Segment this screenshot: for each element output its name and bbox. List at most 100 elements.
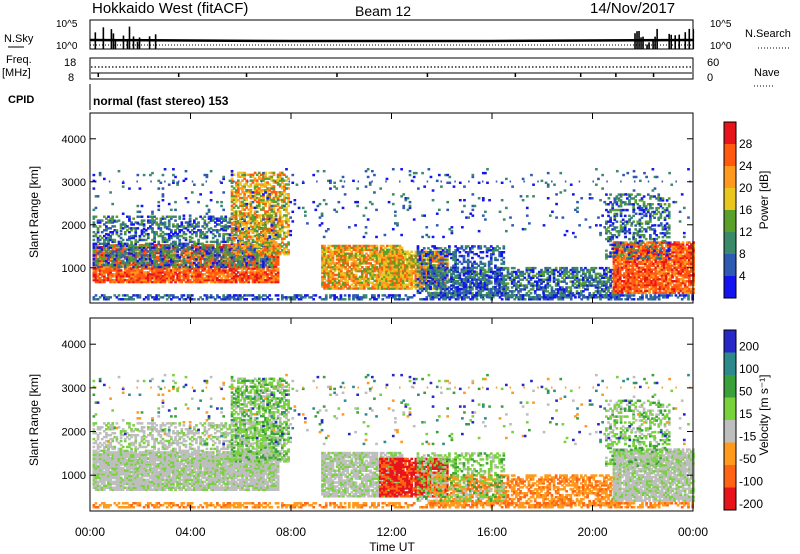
noise-bar	[646, 45, 648, 49]
power-cell	[287, 177, 290, 179]
noise-bar	[123, 36, 125, 49]
noise-bar	[678, 35, 680, 49]
power-cell	[287, 241, 290, 243]
power-cell	[376, 245, 379, 247]
power-cell	[385, 251, 388, 253]
power-cell	[268, 258, 271, 260]
power-cell	[279, 210, 282, 212]
power-cell	[120, 266, 123, 268]
beam-label: Beam 12	[355, 3, 411, 19]
noise-bar	[668, 34, 670, 49]
power-cell	[216, 239, 219, 241]
power-cell	[155, 217, 158, 219]
power-cell	[178, 239, 181, 241]
power-cell	[128, 216, 131, 218]
power-cell	[212, 262, 215, 264]
power-cell	[243, 245, 246, 247]
power-cell	[111, 245, 114, 247]
power-cell	[224, 260, 227, 262]
noise-bar	[674, 35, 676, 49]
power-cell	[233, 237, 236, 239]
nsearch-label: N.Search	[745, 28, 791, 40]
power-cell	[183, 258, 186, 260]
power-cell	[143, 219, 146, 221]
noise-bar	[654, 37, 656, 49]
noise-bar	[149, 36, 151, 49]
power-cell	[141, 216, 144, 218]
power-cell	[185, 237, 188, 239]
power-cell	[270, 264, 273, 266]
power-cell	[185, 233, 188, 235]
power-cell	[410, 251, 413, 253]
freq-mark	[98, 73, 100, 77]
nsky-label: N.Sky	[4, 33, 34, 45]
power-cell	[355, 274, 358, 276]
power-cell	[157, 241, 160, 243]
power-cell	[273, 172, 276, 174]
freq-mark	[336, 73, 338, 77]
power-cell	[252, 236, 255, 238]
power-cell	[206, 264, 209, 266]
power-cell	[93, 254, 96, 256]
freq-mark	[615, 73, 617, 77]
noise-bar	[648, 42, 650, 49]
power-cell	[116, 229, 119, 231]
power-cell	[277, 203, 280, 205]
power-cell	[287, 183, 290, 185]
power-cell	[153, 254, 156, 256]
nave-label: Nave	[754, 67, 780, 79]
power-cell	[197, 256, 200, 258]
noise-bar	[670, 35, 672, 49]
power-cell	[231, 177, 234, 179]
power-cell	[99, 225, 102, 227]
power-cell	[252, 239, 255, 241]
nave-tick-low: 0	[707, 72, 713, 84]
power-cell	[174, 219, 177, 221]
noise-bar	[642, 37, 644, 49]
power-cell	[220, 248, 223, 250]
noise-bars	[90, 27, 694, 49]
power-cell	[287, 224, 290, 226]
power-cell	[180, 252, 183, 254]
noise-bar	[155, 34, 157, 49]
power-cell	[101, 219, 104, 221]
power-cell	[224, 264, 227, 266]
freq-label-2: [MHz]	[2, 67, 31, 79]
power-cell	[180, 221, 183, 223]
power-cell	[214, 235, 217, 237]
power-cell	[444, 277, 447, 279]
power-cell	[224, 216, 227, 218]
power-cell	[254, 253, 257, 255]
power-cell	[208, 260, 211, 262]
power-cell	[113, 225, 116, 227]
power-cell	[250, 189, 253, 191]
power-cell	[401, 247, 404, 249]
power-cell	[136, 227, 139, 229]
noise-tick-high-left: 10^5	[56, 19, 78, 30]
power-cell	[183, 248, 186, 250]
power-cell	[250, 264, 253, 266]
power-heatmap-cells	[93, 168, 695, 300]
freq-mark	[246, 73, 248, 77]
power-cell	[203, 245, 206, 247]
freq-mark	[427, 73, 429, 77]
power-cell	[97, 266, 100, 268]
plot-title: Hokkaido West (fitACF)	[92, 0, 248, 17]
power-cell	[197, 239, 200, 241]
power-cell	[155, 231, 158, 233]
power-cell	[287, 205, 290, 207]
power-cell	[174, 241, 177, 243]
power-cell	[189, 262, 192, 264]
freq-label-1: Freq.	[6, 54, 32, 66]
power-cell	[113, 239, 116, 241]
power-cell	[203, 219, 206, 221]
power-cell	[122, 239, 125, 241]
noise-tick-low-right: 10^0	[710, 41, 732, 52]
power-cell	[93, 221, 96, 223]
power-cell	[111, 216, 114, 218]
noise-bar	[103, 27, 105, 49]
power-cell	[151, 227, 154, 229]
power-cell	[252, 256, 255, 258]
power-cell	[224, 245, 227, 247]
